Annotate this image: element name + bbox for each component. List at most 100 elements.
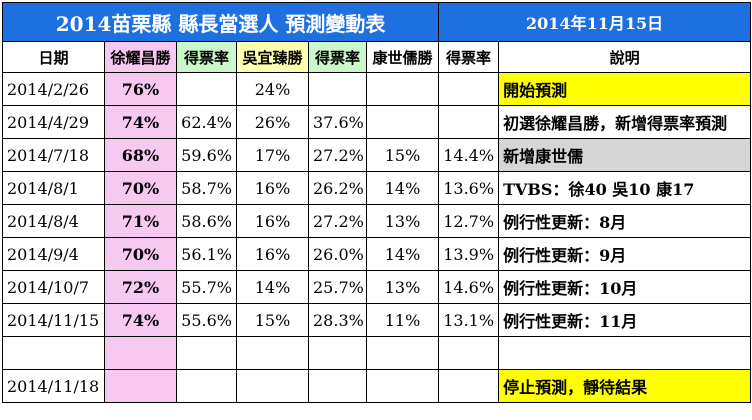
cell-hsu-rate: 56.1% [176, 237, 237, 271]
cell-kang: 13% [365, 204, 440, 238]
cell-note: 例行性更新：10月 [498, 270, 752, 304]
cell-wu: 16% [236, 204, 309, 238]
cell-hsu [104, 369, 177, 403]
cell-hsu: 76% [104, 72, 177, 106]
cell-wu-rate: 27.2% [308, 204, 367, 238]
cell-note: 新增康世儒 [498, 138, 752, 172]
cell-kang [365, 105, 440, 139]
cell-hsu [104, 336, 177, 370]
cell-wu [236, 369, 309, 403]
cell-wu: 14% [236, 270, 309, 304]
cell-note: TVBS：徐40 吳10 康17 [498, 171, 752, 205]
cell-date: 2014/8/1 [2, 171, 105, 205]
cell-wu-rate [308, 369, 367, 403]
cell-kang-rate: 12.7% [438, 204, 500, 238]
cell-kang-rate [438, 336, 500, 370]
cell-kang-rate [438, 369, 500, 403]
cell-wu [236, 336, 309, 370]
cell-hsu: 68% [104, 138, 177, 172]
table-row: 2014/11/15 74% 55.6% 15% 28.3% 11% 13.1% 例行性更新：… [2, 303, 752, 337]
cell-kang-rate: 13.6% [438, 171, 500, 205]
cell-date: 2014/9/4 [2, 237, 105, 271]
cell-kang [365, 336, 440, 370]
cell-wu-rate: 25.7% [308, 270, 367, 304]
cell-wu-rate: 26.2% [308, 171, 367, 205]
header-kang-rate: 得票率 [438, 41, 500, 73]
cell-wu-rate: 37.6% [308, 105, 367, 139]
cell-wu-rate [308, 336, 367, 370]
header-hsu-rate: 得票率 [176, 41, 237, 73]
cell-kang-rate [438, 105, 500, 139]
cell-kang-rate [438, 72, 500, 106]
cell-note: 停止預測，靜待結果 [498, 369, 752, 403]
cell-wu-rate [308, 72, 367, 106]
cell-hsu: 74% [104, 105, 177, 139]
header-wu: 吳宜臻勝 [236, 41, 309, 73]
table-row: 2014/7/18 68% 59.6% 17% 27.2% 15% 14.4% 新增康世儒 [2, 138, 752, 172]
cell-hsu: 70% [104, 237, 177, 271]
forecast-table: 2014苗栗縣 縣長當選人 預測變動表 2014年11月15日 日期 徐耀昌勝 … [1, 2, 752, 403]
cell-note: 例行性更新：8月 [498, 204, 752, 238]
header-kang: 康世儒勝 [365, 41, 440, 73]
cell-wu: 24% [236, 72, 309, 106]
table-row: 2014/9/4 70% 56.1% 16% 26.0% 14% 13.9% 例行性更新：9月 [2, 237, 752, 271]
cell-hsu-rate: 55.6% [176, 303, 237, 337]
cell-kang: 15% [365, 138, 440, 172]
header-hsu: 徐耀昌勝 [104, 41, 177, 73]
cell-hsu-rate [176, 336, 237, 370]
cell-hsu-rate: 58.6% [176, 204, 237, 238]
table-row: 2014/11/18 停止預測，靜待結果 [2, 369, 752, 403]
header-date: 日期 [2, 41, 105, 73]
cell-wu: 16% [236, 171, 309, 205]
cell-date: 2014/10/7 [2, 270, 105, 304]
cell-wu-rate: 28.3% [308, 303, 367, 337]
cell-note: 開始預測 [498, 72, 752, 106]
cell-note: 初選徐耀昌勝，新增得票率預測 [498, 105, 752, 139]
table-title: 2014苗栗縣 縣長當選人 預測變動表 [1, 2, 440, 42]
cell-wu: 26% [236, 105, 309, 139]
table-title-date: 2014年11月15日 [438, 2, 752, 42]
cell-wu: 17% [236, 138, 309, 172]
cell-kang-rate: 13.9% [438, 237, 500, 271]
cell-hsu: 71% [104, 204, 177, 238]
table-body: 2014/2/26 76% 24% 開始預測 2014/4/29 74% 62.4% 26% 3… [2, 72, 752, 403]
cell-date: 2014/11/18 [2, 369, 105, 403]
header-note: 說明 [498, 41, 752, 73]
table-row: 2014/2/26 76% 24% 開始預測 [2, 72, 752, 106]
cell-wu: 15% [236, 303, 309, 337]
table-row: 2014/8/1 70% 58.7% 16% 26.2% 14% 13.6% TVBS：徐40… [2, 171, 752, 205]
cell-hsu-rate: 58.7% [176, 171, 237, 205]
cell-note: 例行性更新：11月 [498, 303, 752, 337]
cell-wu-rate: 26.0% [308, 237, 367, 271]
cell-hsu-rate: 59.6% [176, 138, 237, 172]
cell-date: 2014/7/18 [2, 138, 105, 172]
cell-date: 2014/4/29 [2, 105, 105, 139]
header-wu-rate: 得票率 [308, 41, 367, 73]
table-row: 2014/4/29 74% 62.4% 26% 37.6% 初選徐耀昌勝，新增得票率預測 [2, 105, 752, 139]
title-row: 2014苗栗縣 縣長當選人 預測變動表 2014年11月15日 [1, 2, 752, 42]
header-row: 日期 徐耀昌勝 得票率 吳宜臻勝 得票率 康世儒勝 得票率 說明 [2, 41, 752, 73]
cell-wu-rate: 27.2% [308, 138, 367, 172]
cell-hsu-rate [176, 72, 237, 106]
cell-wu: 16% [236, 237, 309, 271]
cell-hsu-rate [176, 369, 237, 403]
cell-kang-rate: 13.1% [438, 303, 500, 337]
cell-date: 2014/11/15 [2, 303, 105, 337]
cell-kang [365, 72, 440, 106]
cell-kang: 13% [365, 270, 440, 304]
cell-hsu-rate: 55.7% [176, 270, 237, 304]
cell-hsu-rate: 62.4% [176, 105, 237, 139]
cell-kang: 11% [365, 303, 440, 337]
table-row: 2014/8/4 71% 58.6% 16% 27.2% 13% 12.7% 例行性更新：8月 [2, 204, 752, 238]
cell-date [2, 336, 105, 370]
cell-hsu: 74% [104, 303, 177, 337]
cell-kang [365, 369, 440, 403]
table-row: 2014/10/7 72% 55.7% 14% 25.7% 13% 14.6% 例行性更新：1… [2, 270, 752, 304]
cell-date: 2014/8/4 [2, 204, 105, 238]
cell-hsu: 72% [104, 270, 177, 304]
table-row [2, 336, 752, 370]
cell-kang-rate: 14.4% [438, 138, 500, 172]
cell-kang: 14% [365, 237, 440, 271]
cell-note: 例行性更新：9月 [498, 237, 752, 271]
cell-hsu: 70% [104, 171, 177, 205]
